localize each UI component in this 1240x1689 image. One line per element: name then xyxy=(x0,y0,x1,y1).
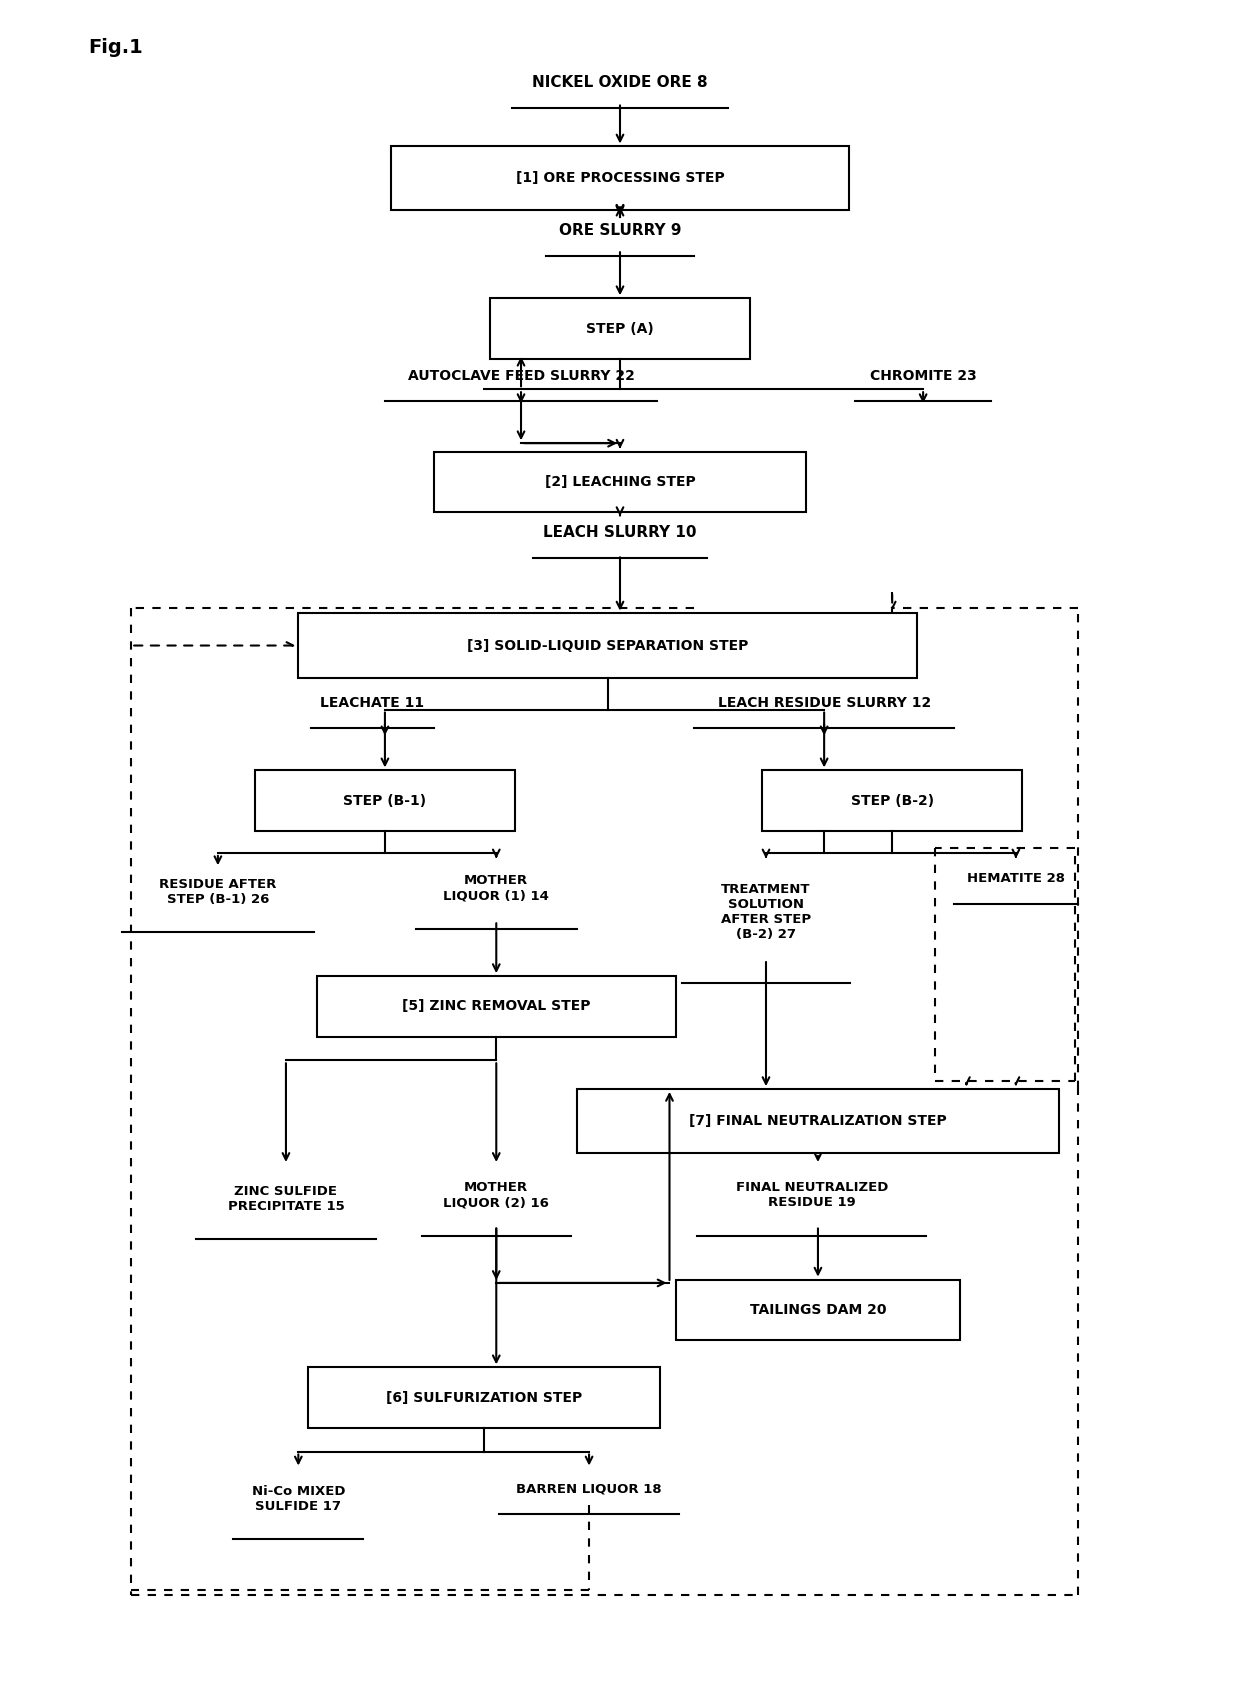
Text: [5] ZINC REMOVAL STEP: [5] ZINC REMOVAL STEP xyxy=(402,1000,590,1013)
Text: ZINC SULFIDE
PRECIPITATE 15: ZINC SULFIDE PRECIPITATE 15 xyxy=(228,1184,345,1213)
Bar xyxy=(308,1366,660,1427)
Text: [2] LEACHING STEP: [2] LEACHING STEP xyxy=(544,475,696,488)
Text: MOTHER
LIQUOR (2) 16: MOTHER LIQUOR (2) 16 xyxy=(444,1181,549,1209)
Bar xyxy=(490,299,750,358)
Text: LEACHATE 11: LEACHATE 11 xyxy=(320,696,424,709)
Text: HEMATITE 28: HEMATITE 28 xyxy=(967,872,1065,885)
Bar xyxy=(299,613,916,677)
Text: STEP (A): STEP (A) xyxy=(587,321,653,336)
Text: TAILINGS DAM 20: TAILINGS DAM 20 xyxy=(750,1302,887,1317)
Bar xyxy=(391,147,849,211)
Text: [7] FINAL NEUTRALIZATION STEP: [7] FINAL NEUTRALIZATION STEP xyxy=(689,1115,947,1128)
Text: FINAL NEUTRALIZED
RESIDUE 19: FINAL NEUTRALIZED RESIDUE 19 xyxy=(735,1181,888,1209)
Bar xyxy=(434,451,806,512)
Text: [6] SULFURIZATION STEP: [6] SULFURIZATION STEP xyxy=(386,1390,582,1405)
Text: [1] ORE PROCESSING STEP: [1] ORE PROCESSING STEP xyxy=(516,172,724,186)
Text: MOTHER
LIQUOR (1) 14: MOTHER LIQUOR (1) 14 xyxy=(444,875,549,902)
Text: NICKEL OXIDE ORE 8: NICKEL OXIDE ORE 8 xyxy=(532,74,708,90)
Bar xyxy=(317,976,676,1037)
Text: RESIDUE AFTER
STEP (B-1) 26: RESIDUE AFTER STEP (B-1) 26 xyxy=(159,878,277,905)
Text: LEACH SLURRY 10: LEACH SLURRY 10 xyxy=(543,525,697,540)
Bar xyxy=(255,770,515,831)
Text: CHROMITE 23: CHROMITE 23 xyxy=(869,368,976,383)
Text: Fig.1: Fig.1 xyxy=(88,39,143,57)
Text: TREATMENT
SOLUTION
AFTER STEP
(B-2) 27: TREATMENT SOLUTION AFTER STEP (B-2) 27 xyxy=(720,883,811,941)
Text: [3] SOLID-LIQUID SEPARATION STEP: [3] SOLID-LIQUID SEPARATION STEP xyxy=(467,638,748,652)
Text: ORE SLURRY 9: ORE SLURRY 9 xyxy=(559,223,681,238)
Text: STEP (B-1): STEP (B-1) xyxy=(343,794,427,807)
Bar xyxy=(763,770,1022,831)
Text: AUTOCLAVE FEED SLURRY 22: AUTOCLAVE FEED SLURRY 22 xyxy=(408,368,635,383)
Text: LEACH RESIDUE SLURRY 12: LEACH RESIDUE SLURRY 12 xyxy=(718,696,931,709)
Bar xyxy=(577,1089,1059,1154)
Text: Ni-Co MIXED
SULFIDE 17: Ni-Co MIXED SULFIDE 17 xyxy=(252,1485,345,1513)
Text: BARREN LIQUOR 18: BARREN LIQUOR 18 xyxy=(516,1483,662,1495)
Bar xyxy=(676,1280,960,1341)
Text: STEP (B-2): STEP (B-2) xyxy=(851,794,934,807)
